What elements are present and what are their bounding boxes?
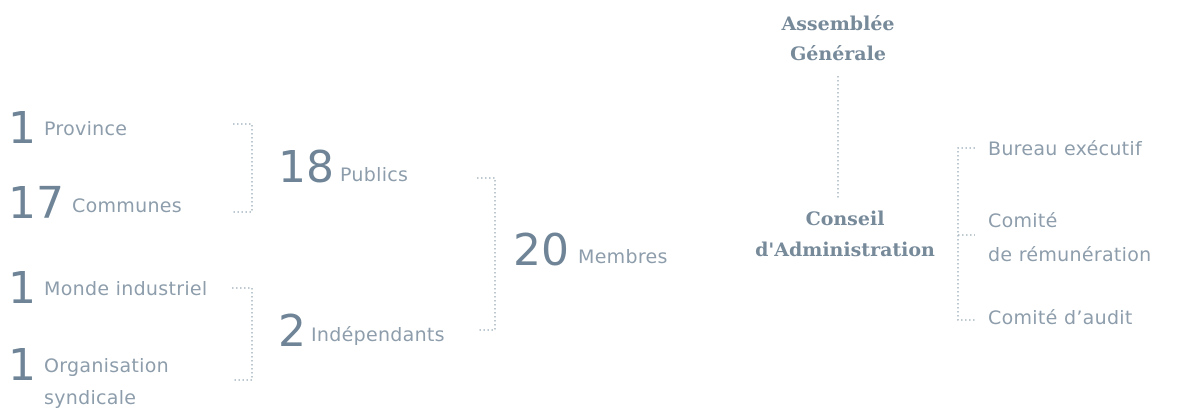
label: syndicale <box>44 387 136 409</box>
label: Organisation <box>44 355 169 377</box>
board: d'Administration <box>755 239 935 261</box>
committee: Bureau exécutif <box>988 138 1143 160</box>
connector <box>957 147 975 321</box>
connector <box>233 123 253 213</box>
assembly: Générale <box>790 43 886 65</box>
label: Publics <box>340 164 408 186</box>
committee: Comité d’audit <box>988 307 1133 329</box>
count: 1 <box>8 263 36 314</box>
assembly: Assemblée <box>780 13 894 35</box>
label: Membres <box>578 246 668 268</box>
label: Indépendants <box>311 324 445 346</box>
committee: Comité <box>988 210 1058 232</box>
count: 1 <box>8 103 36 154</box>
count: 17 <box>8 178 64 229</box>
label: Province <box>44 118 127 140</box>
board: Conseil <box>806 208 885 230</box>
label: Monde industriel <box>44 278 207 300</box>
connector <box>477 177 496 331</box>
count: 20 <box>513 225 569 276</box>
count: 2 <box>278 306 306 357</box>
label: Communes <box>72 195 182 217</box>
committee: de rémunération <box>988 244 1152 266</box>
count: 18 <box>278 142 334 193</box>
count: 1 <box>8 340 36 391</box>
connector <box>232 287 253 381</box>
